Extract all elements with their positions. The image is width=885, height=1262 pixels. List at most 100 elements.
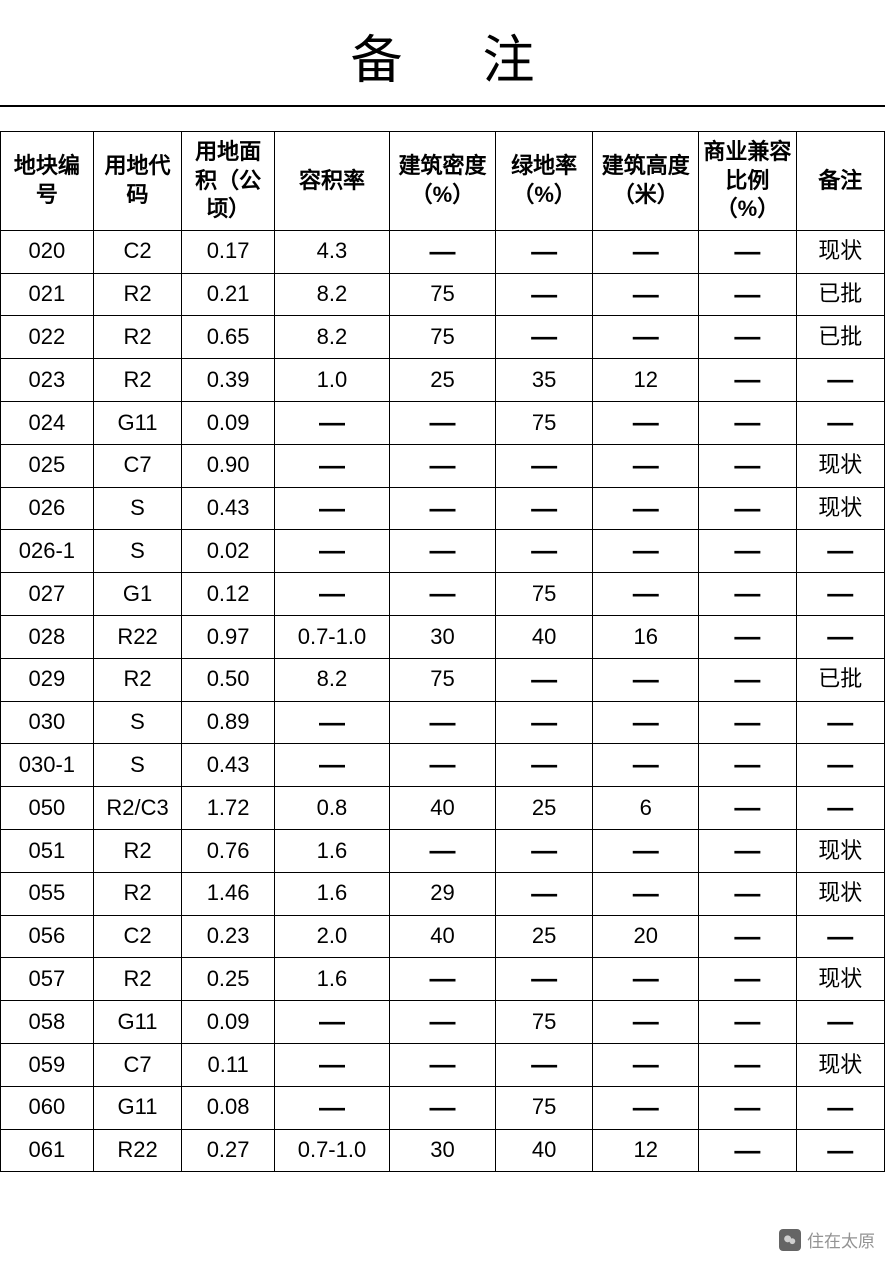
table-cell: — (389, 829, 495, 872)
table-cell: — (389, 744, 495, 787)
table-cell: — (699, 359, 796, 402)
table-cell: — (496, 444, 593, 487)
table-cell: 0.09 (182, 1001, 275, 1044)
table-cell: 40 (496, 1129, 593, 1172)
table-cell: 030 (1, 701, 94, 744)
table-cell: — (593, 487, 699, 530)
table-cell: — (593, 1086, 699, 1129)
table-cell: — (496, 530, 593, 573)
watermark-text: 住在太原 (807, 1227, 875, 1252)
table-cell: 0.02 (182, 530, 275, 573)
title-spacer (0, 107, 885, 131)
col-header-density: 建筑密度（%） (389, 132, 495, 231)
table-cell: — (796, 1129, 884, 1172)
table-cell: 058 (1, 1001, 94, 1044)
table-cell: — (496, 230, 593, 273)
table-row: 060G110.08——75——— (1, 1086, 885, 1129)
table-cell: 0.76 (182, 829, 275, 872)
table-cell: — (699, 230, 796, 273)
table-cell: 0.43 (182, 487, 275, 530)
table-cell: 1.6 (275, 872, 390, 915)
table-cell: — (389, 487, 495, 530)
table-row: 023R20.391.0253512—— (1, 359, 885, 402)
table-cell: 051 (1, 829, 94, 872)
table-cell: — (496, 744, 593, 787)
table-cell: 061 (1, 1129, 94, 1172)
table-cell: 40 (389, 915, 495, 958)
table-cell: 0.27 (182, 1129, 275, 1172)
table-cell: G11 (93, 1001, 181, 1044)
table-cell: — (699, 958, 796, 1001)
table-row: 026-1S0.02—————— (1, 530, 885, 573)
table-cell: C7 (93, 444, 181, 487)
table-cell: — (593, 444, 699, 487)
table-cell: 0.21 (182, 273, 275, 316)
table-cell: 现状 (796, 444, 884, 487)
table-row: 022R20.658.275———已批 (1, 316, 885, 359)
table-cell: R2/C3 (93, 787, 181, 830)
table-row: 027G10.12——75——— (1, 573, 885, 616)
table-header-row: 地块编号 用地代码 用地面积（公顷） 容积率 建筑密度（%） 绿地率（%） 建筑… (1, 132, 885, 231)
table-cell: 29 (389, 872, 495, 915)
table-cell: 060 (1, 1086, 94, 1129)
table-cell: — (699, 316, 796, 359)
table-cell: 0.11 (182, 1043, 275, 1086)
table-cell: — (593, 1001, 699, 1044)
col-header-commercial: 商业兼容比例（%） (699, 132, 796, 231)
table-cell: 已批 (796, 316, 884, 359)
page-title: 备注 (0, 0, 885, 107)
table-cell: 4.3 (275, 230, 390, 273)
table-cell: — (593, 744, 699, 787)
table-cell: — (699, 487, 796, 530)
table-cell: — (593, 958, 699, 1001)
table-row: 061R220.270.7-1.0304012—— (1, 1129, 885, 1172)
table-cell: — (496, 273, 593, 316)
table-cell: 现状 (796, 958, 884, 1001)
table-cell: — (275, 573, 390, 616)
table-cell: 16 (593, 615, 699, 658)
table-cell: 40 (496, 615, 593, 658)
table-cell: 1.72 (182, 787, 275, 830)
table-cell: — (699, 530, 796, 573)
table-cell: — (593, 273, 699, 316)
table-cell: 057 (1, 958, 94, 1001)
col-header-remark: 备注 (796, 132, 884, 231)
table-cell: R2 (93, 359, 181, 402)
table-cell: — (796, 701, 884, 744)
table-cell: G11 (93, 1086, 181, 1129)
table-cell: — (275, 1043, 390, 1086)
table-cell: — (275, 401, 390, 444)
table-cell: — (389, 1001, 495, 1044)
table-cell: R2 (93, 658, 181, 701)
table-cell: 020 (1, 230, 94, 273)
table-cell: — (389, 958, 495, 1001)
table-cell: 40 (389, 787, 495, 830)
table-row: 030-1S0.43—————— (1, 744, 885, 787)
table-cell: — (593, 573, 699, 616)
page-container: 备注 地块编号 用地代码 用地面积（公顷） 容积率 建筑密度（%） 绿地率（%）… (0, 0, 885, 1262)
table-cell: 8.2 (275, 658, 390, 701)
table-cell: S (93, 530, 181, 573)
table-cell: 0.97 (182, 615, 275, 658)
table-cell: — (496, 958, 593, 1001)
table-cell: — (275, 444, 390, 487)
table-cell: 1.46 (182, 872, 275, 915)
table-cell: — (593, 829, 699, 872)
table-cell: — (796, 573, 884, 616)
table-cell: 12 (593, 359, 699, 402)
table-cell: 0.12 (182, 573, 275, 616)
table-cell: 0.65 (182, 316, 275, 359)
table-cell: C2 (93, 230, 181, 273)
table-cell: — (593, 701, 699, 744)
table-cell: 026-1 (1, 530, 94, 573)
table-cell: — (389, 401, 495, 444)
table-cell: 0.08 (182, 1086, 275, 1129)
table-cell: — (389, 1086, 495, 1129)
table-cell: 75 (496, 1086, 593, 1129)
table-cell: — (389, 573, 495, 616)
table-cell: 35 (496, 359, 593, 402)
table-cell: — (699, 401, 796, 444)
table-cell: R22 (93, 1129, 181, 1172)
table-cell: 现状 (796, 829, 884, 872)
table-cell: — (275, 487, 390, 530)
